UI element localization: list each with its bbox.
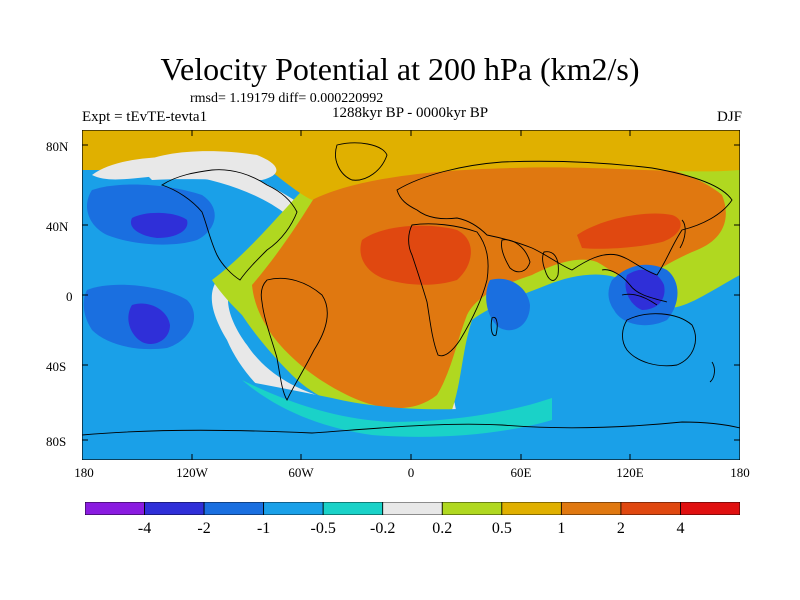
colorbar-swatch [322, 502, 384, 515]
colorbar-label: 0.2 [432, 520, 453, 537]
lat-label-80n: 80N [46, 139, 69, 154]
lon-label-0: 0 [407, 465, 415, 480]
colorbar-label: 0.5 [491, 520, 512, 537]
colorbar-label: -0.2 [370, 520, 396, 537]
colorbar-label: -4 [137, 520, 152, 537]
season-label: DJF [716, 109, 742, 125]
lat-label-40n: 40N [46, 219, 69, 234]
colorbar-label: -0.5 [310, 520, 336, 537]
lat-label-80s: 80S [46, 434, 67, 449]
lon-label-180e: 180 [730, 465, 750, 480]
lon-label-120w: 120W [176, 465, 208, 480]
field-southern-band [82, 355, 740, 460]
rmsd-diff-stats: rmsd= 1.19179 diff= 0.000220992 [190, 91, 384, 106]
map-ticks [82, 130, 740, 460]
colorbar-label: 2 [616, 520, 625, 537]
colorbar [85, 502, 740, 515]
colorbar-label: -2 [197, 520, 211, 537]
field-strong-negative-npacific [130, 212, 188, 238]
colorbar-swatch [203, 502, 265, 515]
colorbar-swatch [441, 502, 503, 515]
lat-label-0: 0 [66, 289, 73, 304]
coastlines [82, 142, 740, 436]
experiment-label: Expt = tEvTE-tevta1 [82, 109, 208, 125]
colorbar-swatch [501, 502, 562, 515]
colorbar-swatch [85, 502, 145, 515]
colorbar-swatch [680, 502, 740, 515]
velocity-potential-map [82, 130, 740, 460]
lon-label-180w: 180 [74, 465, 94, 480]
lon-label-60w: 60W [288, 465, 314, 480]
colorbar-label: 4 [676, 520, 685, 537]
colorbar-swatch [620, 502, 681, 515]
field-southern-teal [242, 380, 552, 437]
field-negative-indian [486, 278, 530, 331]
field-strong-positive-asia [577, 213, 681, 249]
colorbar-label: -1 [256, 520, 271, 537]
field-moderate-positive [242, 141, 740, 200]
colorbar-swatch [382, 502, 443, 515]
map-title: Velocity Potential at 200 hPa (km2/s) [160, 51, 640, 87]
colorbar-swatch [263, 502, 324, 515]
period-label: 1288kyr BP - 0000kyr BP [331, 105, 489, 121]
field-strong-negative-spacific [128, 303, 170, 345]
lon-label-120e: 120E [616, 465, 644, 480]
lon-label-60e: 60E [510, 465, 532, 480]
colorbar-label: 1 [557, 520, 566, 537]
colorbar-swatch [560, 502, 622, 515]
field-strong-positive-africa [360, 225, 471, 285]
lat-label-40s: 40S [46, 359, 67, 374]
field-strong-negative-maritime [625, 269, 665, 310]
colorbar-swatch [144, 502, 205, 515]
